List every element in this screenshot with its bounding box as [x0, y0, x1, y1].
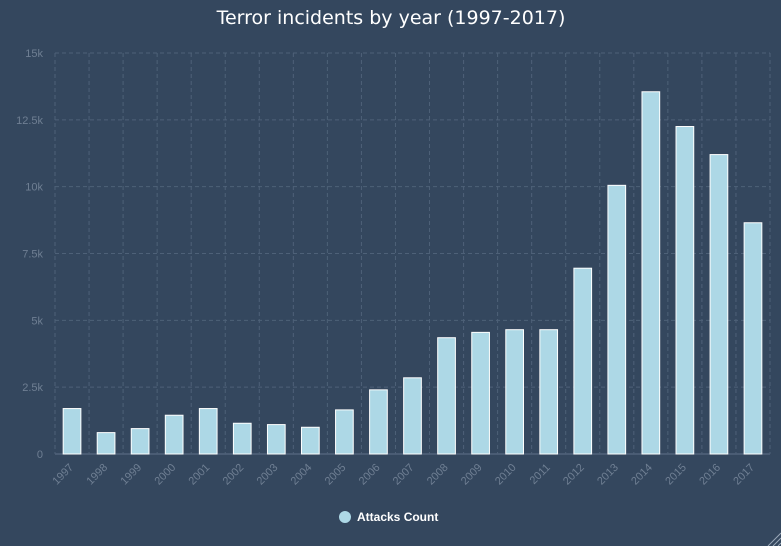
bar-2015[interactable] — [675, 126, 695, 455]
bar-2011[interactable] — [539, 329, 559, 455]
bar-2016[interactable] — [709, 154, 729, 455]
bar-2017[interactable] — [743, 222, 763, 455]
bar-1998[interactable] — [96, 432, 116, 455]
y-tick-label: 7.5k — [22, 249, 43, 261]
bar-1997[interactable] — [62, 408, 82, 455]
x-tick-label: 1999 — [118, 462, 144, 488]
resize-handle-icon[interactable] — [767, 532, 781, 546]
y-tick-label: 15k — [25, 48, 43, 60]
bar-2003[interactable] — [266, 424, 286, 455]
y-tick-label: 5k — [31, 315, 43, 327]
y-tick-label: 2.5k — [22, 382, 43, 394]
bar-2005[interactable] — [335, 409, 354, 455]
x-tick-label: 2008 — [425, 462, 451, 488]
bar-2007[interactable] — [403, 377, 422, 455]
x-tick-label: 2006 — [357, 462, 383, 488]
bar-1999[interactable] — [130, 428, 150, 455]
x-tick-label: 2007 — [391, 462, 417, 488]
x-axis: 1997 1998 1999 2000 2001 2002 2003 2004 2005 2006… — [50, 462, 757, 488]
x-tick-label: 1997 — [50, 462, 76, 488]
y-tick-label: 12.5k — [16, 115, 43, 127]
bar-2002[interactable] — [232, 422, 252, 455]
x-tick-label: 2014 — [629, 462, 655, 488]
grid — [54, 52, 771, 455]
x-tick-label: 2005 — [323, 462, 349, 488]
x-tick-label: 2013 — [595, 462, 621, 488]
legend[interactable]: Attacks Count — [339, 510, 438, 524]
bar-2009[interactable] — [471, 331, 490, 455]
legend-marker[interactable] — [339, 511, 351, 523]
x-tick-label: 2012 — [561, 462, 587, 488]
x-tick-label: 2016 — [697, 462, 723, 488]
x-tick-label: 2009 — [459, 462, 485, 488]
chart-title: Terror incidents by year (1997-2017) — [216, 7, 566, 29]
bar-2008[interactable] — [437, 337, 456, 455]
y-tick-label: 0 — [37, 449, 43, 461]
legend-label[interactable]: Attacks Count — [357, 510, 438, 524]
bars — [62, 91, 763, 455]
x-tick-label: 2003 — [255, 462, 281, 488]
bar-2010[interactable] — [505, 329, 524, 455]
bar-2012[interactable] — [573, 267, 593, 455]
x-tick-label: 2017 — [731, 462, 757, 488]
bar-2006[interactable] — [369, 389, 388, 455]
x-tick-label: 2010 — [493, 462, 519, 488]
x-tick-label: 1998 — [84, 462, 110, 488]
bar-2000[interactable] — [164, 414, 184, 455]
x-tick-label: 2015 — [663, 462, 689, 488]
y-tick-label: 10k — [25, 182, 43, 194]
y-axis: 0 2.5k 5k 7.5k 10k 12.5k 15k — [16, 48, 43, 461]
x-tick-label: 2004 — [289, 462, 315, 488]
bar-2001[interactable] — [198, 408, 218, 455]
bar-2004[interactable] — [301, 426, 320, 455]
x-tick-label: 2011 — [528, 462, 553, 487]
x-tick-label: 2002 — [221, 462, 247, 488]
bar-2013[interactable] — [607, 184, 627, 455]
x-tick-label: 2001 — [187, 462, 213, 488]
x-tick-label: 2000 — [152, 462, 178, 488]
bar-2014[interactable] — [641, 91, 661, 455]
